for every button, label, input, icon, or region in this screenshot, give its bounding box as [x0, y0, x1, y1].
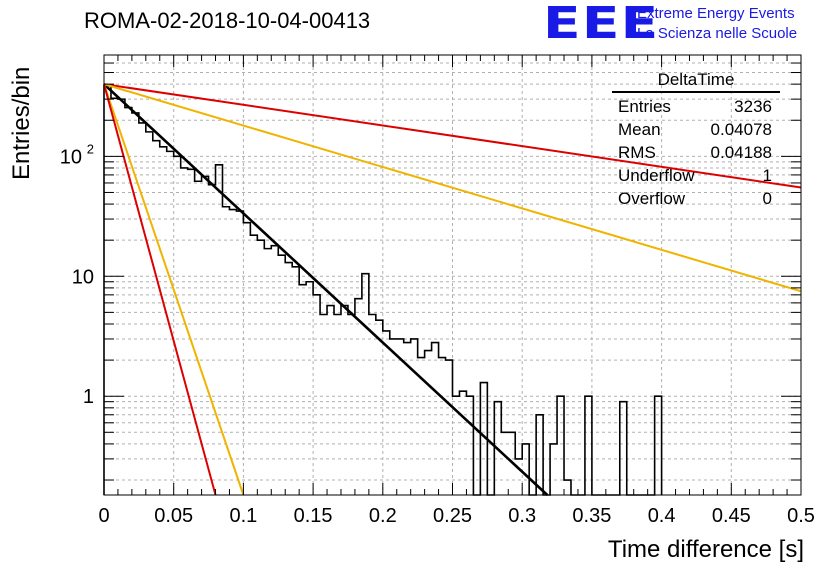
stats-value: 0 — [762, 189, 772, 208]
series-line — [103, 83, 217, 496]
series-line — [103, 83, 802, 189]
x-tick-label: 0.05 — [154, 505, 193, 527]
stats-box: DeltaTime Entries 3236 Mean 0.04078 RMS 0.0… — [612, 70, 780, 210]
stats-row: Overflow 0 — [612, 187, 780, 210]
x-tick-label: 0.45 — [712, 505, 751, 527]
stats-label: Mean — [618, 120, 661, 139]
y-tick-label: 10 — [60, 146, 82, 168]
eee-logo: EEE — [543, 0, 660, 49]
x-tick-label: 0.1 — [229, 505, 257, 527]
y-tick-exponent: 2 — [87, 141, 94, 156]
x-tick-label: 0.15 — [294, 505, 333, 527]
stats-value: 0.04188 — [710, 143, 772, 162]
y-tick-label: 1 — [83, 386, 94, 408]
eee-logo-line1: Extreme Energy Events — [637, 5, 795, 22]
series-line — [103, 83, 802, 293]
stats-value: 3236 — [734, 97, 772, 116]
stats-row: Underflow 1 — [612, 164, 780, 187]
stats-row: Mean 0.04078 — [612, 118, 780, 141]
stats-label: RMS — [618, 143, 656, 162]
x-axis-label: Time difference [s] — [607, 536, 804, 563]
x-tick-label: 0.5 — [787, 505, 815, 527]
chart-title: ROMA-02-2018-10-04-00413 — [84, 8, 371, 33]
series-line — [103, 83, 549, 496]
x-tick-label: 0.4 — [648, 505, 676, 527]
eee-logo-line2: La Scienza nelle Scuole — [637, 25, 798, 42]
x-tick-label: 0.3 — [508, 505, 536, 527]
stats-label: Overflow — [618, 189, 686, 208]
x-tick-label: 0.35 — [572, 505, 611, 527]
y-tick-label: 10 — [72, 266, 94, 288]
stats-title: DeltaTime — [612, 70, 780, 93]
y-axis-label: Entries/bin — [8, 66, 35, 180]
x-tick-label: 0.25 — [433, 505, 472, 527]
stats-row: RMS 0.04188 — [612, 141, 780, 164]
histogram — [103, 84, 663, 496]
stats-label: Entries — [618, 97, 671, 116]
series-line — [103, 83, 245, 496]
stats-row: Entries 3236 — [612, 95, 780, 118]
x-tick-label: 0 — [98, 505, 109, 527]
stats-label: Underflow — [618, 166, 695, 185]
x-tick-label: 0.2 — [369, 505, 397, 527]
stats-value: 1 — [762, 166, 772, 185]
stats-value: 0.04078 — [710, 120, 772, 139]
